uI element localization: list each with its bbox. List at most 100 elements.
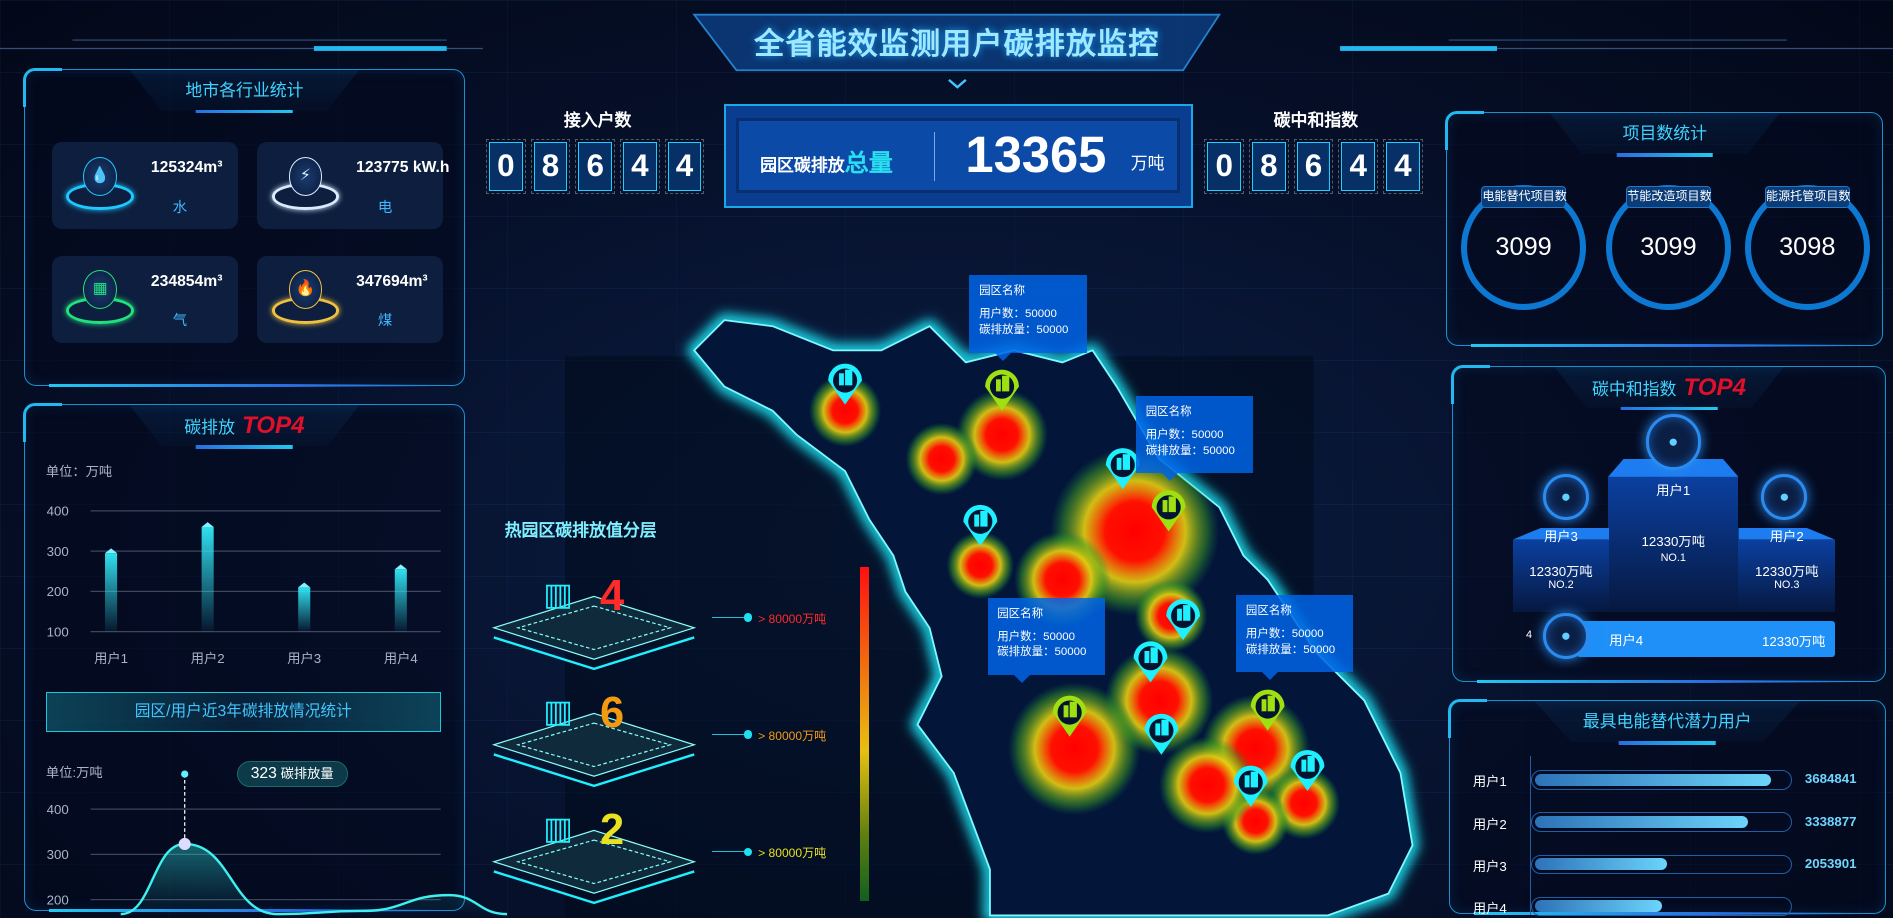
first-rank: NO.1 <box>1660 551 1686 564</box>
potential-bar-track <box>1530 854 1792 875</box>
layer-platform <box>489 594 700 672</box>
tooltip-name: 园区名称 <box>1245 605 1292 618</box>
map-tooltip: 园区名称 用户数：50000 碳排放量：50000 <box>1136 395 1254 482</box>
potential-user-name: 用户2 <box>1472 816 1507 832</box>
counter-digit: 0 <box>485 139 526 194</box>
park-marker-icon[interactable] <box>1105 448 1140 490</box>
tooltip-name: 园区名称 <box>979 285 1025 298</box>
industry-card: ▦ 234854m³ 气 <box>51 255 238 343</box>
park-marker-icon[interactable] <box>1151 490 1186 532</box>
title-text: 碳中和指数 <box>1592 379 1677 399</box>
chart-tooltip: 323 碳排放量 <box>236 760 348 788</box>
podium-first: 12330万吨 NO.1 <box>1608 476 1739 613</box>
layer-threshold: > 80000万吨 <box>758 845 827 860</box>
project-label: 能源托管项目数 <box>1765 185 1850 208</box>
industry-label: 气 <box>172 313 188 330</box>
lightning-icon: ⚡ <box>271 156 340 211</box>
tooltip-name: 园区名称 <box>997 607 1044 620</box>
top4-badge: TOP4 <box>1683 373 1747 401</box>
potential-user-name: 用户3 <box>1472 858 1507 874</box>
tooltip-users: 用户数：50000 <box>997 630 1075 643</box>
trend-banner: 园区/用户近3年碳排放情况统计 <box>45 691 441 732</box>
total-label: 园区碳排放总量 <box>760 143 893 178</box>
project-value: 3099 <box>1495 233 1552 261</box>
podium-second: 12330万吨 NO.2 <box>1512 539 1610 613</box>
tooltip-label: 碳排放量 <box>280 765 334 781</box>
potential-bar-fill <box>1535 773 1772 786</box>
user-avatar-icon: ● <box>1761 474 1808 521</box>
layer-count: 4 <box>600 572 625 621</box>
flame-icon: 🔥 <box>271 270 340 324</box>
layer-platform <box>489 828 700 906</box>
heat-blob <box>1008 682 1141 816</box>
podium-third: 12330万吨 NO.3 <box>1738 539 1836 613</box>
layer-count: 6 <box>600 689 625 738</box>
park-marker-icon[interactable] <box>1166 599 1201 641</box>
counter-digit: 4 <box>664 139 705 194</box>
first-name: 用户1 <box>1656 483 1691 499</box>
neutral-counter-label: 碳中和指数 <box>1273 111 1359 131</box>
potential-bar-fill <box>1535 900 1663 913</box>
first-value: 12330万吨 <box>1641 534 1705 550</box>
user-avatar-icon: ● <box>1542 613 1589 660</box>
second-name: 用户3 <box>1544 529 1578 545</box>
layer-dot <box>743 730 753 739</box>
total-emission-box: 园区碳排放总量 13365 万吨 <box>724 103 1193 208</box>
tooltip-emission: 碳排放量：50000 <box>1245 644 1336 657</box>
park-marker-icon[interactable] <box>1052 695 1087 737</box>
heat-blob <box>946 531 1015 600</box>
building-icon: ▥ <box>543 811 573 847</box>
building-icon: ▥ <box>543 694 573 730</box>
water-drop-icon: 💧 <box>66 156 134 211</box>
counter-digit: 4 <box>1382 139 1423 194</box>
total-value: 13365 <box>965 126 1107 184</box>
third-name: 用户2 <box>1769 529 1804 545</box>
industry-card: ⚡ 123775 kW.h 电 <box>257 142 449 230</box>
heat-color-scale <box>859 567 870 901</box>
tooltip-emission: 碳排放量：50000 <box>979 324 1069 337</box>
tooltip-emission: 碳排放量：50000 <box>1145 444 1235 457</box>
heat-blob <box>905 422 978 496</box>
industry-card: 💧 125324m³ 水 <box>51 142 238 230</box>
map-tooltip: 园区名称用户数：50000 碳排放量：50000 <box>1236 595 1354 681</box>
heat-blob <box>1158 736 1256 834</box>
park-marker-icon[interactable] <box>1144 713 1179 755</box>
industry-value: 347694m³ <box>356 272 428 290</box>
bar-unit-label: 单位：万吨 <box>45 464 113 480</box>
park-marker-icon[interactable] <box>1233 765 1268 807</box>
industry-value: 234854m³ <box>150 272 223 290</box>
park-marker-icon[interactable] <box>1290 749 1325 791</box>
potential-value: 2053901 <box>1804 855 1857 871</box>
tooltip-value: 323 <box>250 764 277 782</box>
fourth-rank: 4 <box>1525 628 1533 641</box>
park-marker-icon[interactable] <box>1133 641 1168 683</box>
panel-title: 项目数统计 <box>1550 113 1780 155</box>
potential-bar-fill <box>1535 815 1749 828</box>
tooltip-users: 用户数：50000 <box>1245 628 1324 641</box>
potential-users-panel: 最具电能替代潜力用户 <box>1447 699 1886 915</box>
second-rank: NO.2 <box>1548 579 1574 592</box>
total-unit: 万吨 <box>1130 154 1165 174</box>
counter-digit: 8 <box>530 139 571 194</box>
tooltip-users: 用户数：50000 <box>979 308 1057 321</box>
third-rank: NO.3 <box>1774 579 1800 592</box>
potential-bar-track <box>1530 897 1792 917</box>
panel-title: 地市各行业统计 <box>129 69 360 111</box>
park-marker-icon[interactable] <box>1250 689 1285 731</box>
page-title: 全省能效监测用户碳排放监控 <box>754 28 1160 62</box>
title-text: 碳排放 <box>184 418 235 438</box>
emission-top4-panel: 碳排放 TOP4 <box>23 403 465 913</box>
industry-label: 电 <box>377 199 393 216</box>
total-label-b: 总量 <box>844 150 893 178</box>
tooltip-name: 园区名称 <box>1145 406 1192 419</box>
project-label: 节能改造项目数 <box>1626 185 1712 208</box>
park-marker-icon[interactable] <box>828 363 862 405</box>
top4-badge: TOP4 <box>241 412 305 440</box>
industry-label: 煤 <box>377 313 393 330</box>
park-marker-icon[interactable] <box>963 504 998 546</box>
layer-threshold: > 80000万吨 <box>758 728 827 743</box>
layer-platform <box>489 711 700 789</box>
project-value: 3099 <box>1640 233 1697 261</box>
park-marker-icon[interactable] <box>985 369 1019 411</box>
fourth-name: 用户4 <box>1609 633 1644 649</box>
